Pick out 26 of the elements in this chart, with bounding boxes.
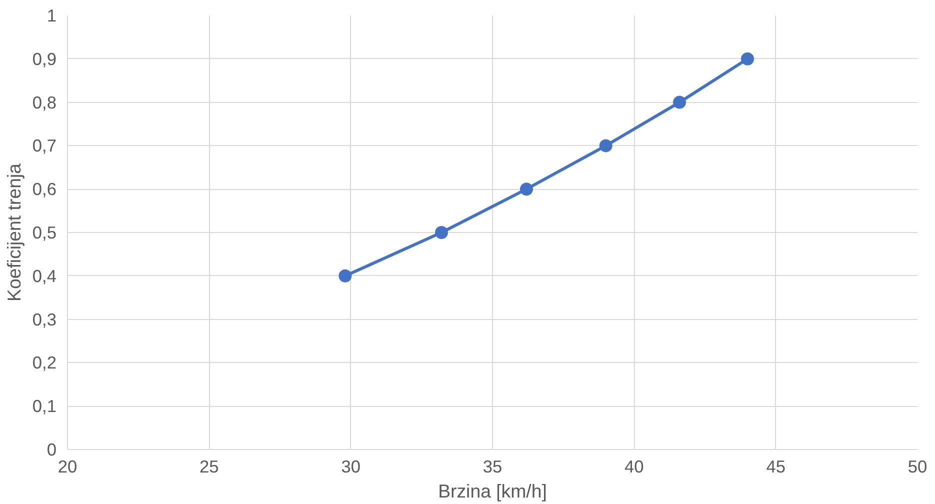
point (435, 226, 448, 239)
y-axis-title: Koeficijent trenja (3, 162, 24, 302)
point (338, 269, 352, 282)
y-tick-label: 0,5 (32, 222, 57, 242)
point (741, 52, 754, 66)
x-tick-label: 40 (624, 456, 644, 476)
y-tick-label: 0,1 (32, 396, 57, 416)
x-tick-label: 30 (341, 456, 360, 476)
y-tick-label: 1 (46, 6, 57, 26)
point (599, 139, 612, 152)
point (520, 182, 533, 196)
point (673, 96, 686, 109)
x-tick-label: 25 (200, 456, 219, 476)
y-tick-label: 0,8 (32, 92, 57, 112)
x-tick-label: 50 (908, 456, 928, 476)
x-axis-title: Brzina [km/h] (438, 480, 547, 502)
y-tick-label: 0,6 (32, 179, 57, 200)
y-tick-label: 0,3 (32, 309, 57, 330)
y-tick-label: 0,9 (32, 48, 57, 69)
y-tick-label: 0,7 (32, 136, 57, 156)
y-tick-label: 0,4 (32, 266, 57, 286)
x-tick-label: 35 (482, 456, 502, 476)
y-tick-label: 0,2 (32, 352, 57, 373)
x-tick-label: 45 (766, 456, 786, 476)
x-tick-label: 20 (58, 456, 78, 476)
y-tick-label: 0 (46, 440, 57, 460)
